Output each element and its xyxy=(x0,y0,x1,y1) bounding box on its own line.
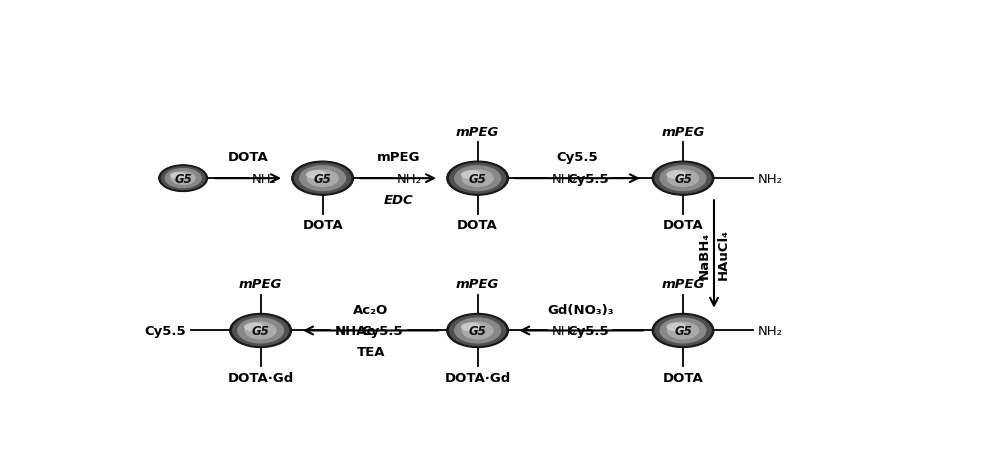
Ellipse shape xyxy=(659,166,707,192)
Text: Cy5.5: Cy5.5 xyxy=(567,172,609,185)
Ellipse shape xyxy=(306,171,326,179)
Ellipse shape xyxy=(461,322,494,340)
Text: mPEG: mPEG xyxy=(661,278,705,291)
Text: G5: G5 xyxy=(674,172,692,185)
Text: mPEG: mPEG xyxy=(661,126,705,139)
Ellipse shape xyxy=(231,314,290,347)
Text: EDC: EDC xyxy=(383,194,413,207)
Ellipse shape xyxy=(292,162,354,196)
Ellipse shape xyxy=(165,168,202,189)
Text: G5: G5 xyxy=(174,172,192,185)
Text: NaBH₄: NaBH₄ xyxy=(698,231,711,278)
Ellipse shape xyxy=(170,173,186,179)
Ellipse shape xyxy=(652,162,714,196)
Ellipse shape xyxy=(448,314,507,347)
Text: G5: G5 xyxy=(469,324,486,337)
Text: mPEG: mPEG xyxy=(456,126,499,139)
Ellipse shape xyxy=(666,171,687,179)
Text: NH₂: NH₂ xyxy=(397,172,422,185)
Text: NH₂: NH₂ xyxy=(552,324,577,337)
Text: DOTA: DOTA xyxy=(663,219,703,232)
Text: DOTA·Gd: DOTA·Gd xyxy=(444,371,511,384)
Text: Cy5.5: Cy5.5 xyxy=(362,324,403,337)
Ellipse shape xyxy=(160,166,206,191)
Ellipse shape xyxy=(448,162,507,195)
Text: NH₂: NH₂ xyxy=(757,324,782,337)
Text: Cy5.5: Cy5.5 xyxy=(557,151,598,164)
Text: mPEG: mPEG xyxy=(239,278,282,291)
Ellipse shape xyxy=(666,323,687,332)
Text: Gd(NO₃)₃: Gd(NO₃)₃ xyxy=(548,303,614,316)
Ellipse shape xyxy=(447,313,509,348)
Ellipse shape xyxy=(237,318,284,344)
Text: TEA: TEA xyxy=(356,346,385,358)
Ellipse shape xyxy=(654,314,712,347)
Ellipse shape xyxy=(667,170,699,188)
Text: NHAc: NHAc xyxy=(335,324,375,337)
Ellipse shape xyxy=(659,318,707,344)
Text: mPEG: mPEG xyxy=(456,278,499,291)
Text: Ac₂O: Ac₂O xyxy=(353,303,388,316)
Ellipse shape xyxy=(293,162,352,195)
Ellipse shape xyxy=(454,166,501,192)
Ellipse shape xyxy=(244,322,277,340)
Text: G5: G5 xyxy=(314,172,332,185)
Ellipse shape xyxy=(159,165,208,192)
Text: Cy5.5: Cy5.5 xyxy=(567,324,609,337)
Ellipse shape xyxy=(299,166,346,192)
Text: DOTA·Gd: DOTA·Gd xyxy=(228,371,294,384)
Ellipse shape xyxy=(306,170,339,188)
Text: HAuCl₄: HAuCl₄ xyxy=(717,229,730,280)
Ellipse shape xyxy=(667,322,699,340)
Text: mPEG: mPEG xyxy=(376,151,420,164)
Ellipse shape xyxy=(454,318,501,344)
Ellipse shape xyxy=(654,162,712,195)
Ellipse shape xyxy=(170,172,196,186)
Ellipse shape xyxy=(230,313,292,348)
Ellipse shape xyxy=(461,170,494,188)
Ellipse shape xyxy=(447,162,509,196)
Text: DOTA: DOTA xyxy=(663,371,703,384)
Text: G5: G5 xyxy=(252,324,270,337)
Ellipse shape xyxy=(652,313,714,348)
Text: G5: G5 xyxy=(674,324,692,337)
Text: G5: G5 xyxy=(469,172,486,185)
Ellipse shape xyxy=(461,323,481,332)
Ellipse shape xyxy=(244,323,264,332)
Text: NH₂: NH₂ xyxy=(552,172,577,185)
Text: DOTA: DOTA xyxy=(302,219,343,232)
Text: NH₂: NH₂ xyxy=(757,172,782,185)
Text: NH₂: NH₂ xyxy=(251,172,276,185)
Text: Cy5.5: Cy5.5 xyxy=(145,324,186,337)
Text: DOTA: DOTA xyxy=(227,151,268,164)
Ellipse shape xyxy=(461,171,481,179)
Text: DOTA: DOTA xyxy=(457,219,498,232)
